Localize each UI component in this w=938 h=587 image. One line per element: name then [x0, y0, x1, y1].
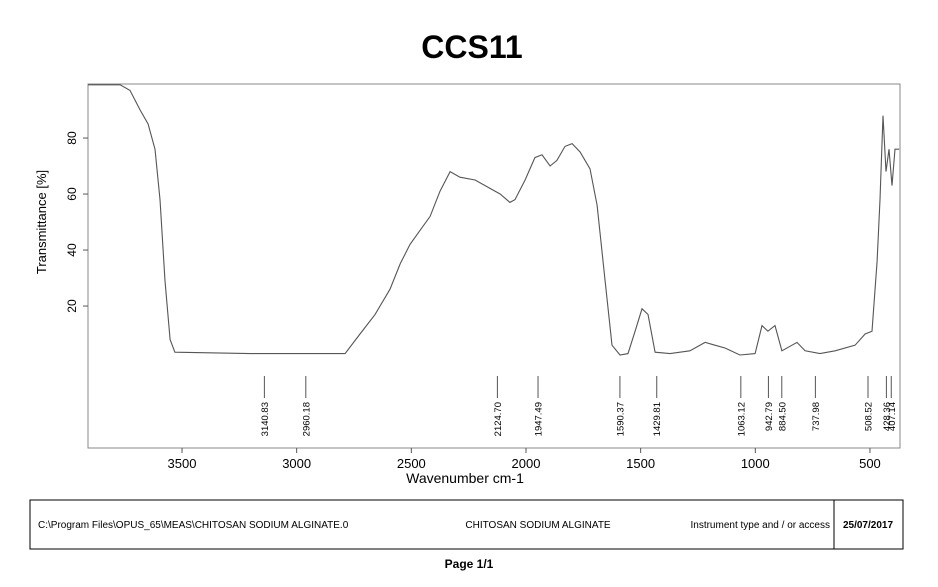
- chart-title: CCS11: [421, 29, 522, 65]
- footer-path: C:\Program Files\OPUS_65\MEAS\CHITOSAN S…: [38, 520, 349, 531]
- x-tick-label: 1500: [626, 456, 655, 471]
- y-tick-label: 60: [65, 187, 79, 201]
- y-tick-label: 80: [65, 131, 79, 145]
- peak-label: 2960.18: [301, 402, 312, 436]
- x-tick-label: 1000: [741, 456, 770, 471]
- spectrum-line: [88, 84, 900, 356]
- peak-label: 884.50: [777, 402, 788, 431]
- x-axis-label: Wavenumber cm-1: [406, 470, 524, 486]
- peak-label: 428.36: [882, 402, 893, 431]
- x-tick-label: 3000: [282, 456, 311, 471]
- plot-frame: [87, 83, 901, 449]
- peak-label: 508.52: [864, 402, 875, 431]
- x-tick-label: 500: [859, 456, 881, 471]
- y-axis-label: Transmittance [%]: [34, 170, 49, 274]
- x-tick-label: 3500: [168, 456, 197, 471]
- peak-label: 407.14: [887, 402, 898, 431]
- footer-date: 25/07/2017: [843, 520, 893, 531]
- footer-box: [29, 499, 904, 550]
- peak-label: 942.79: [764, 402, 775, 431]
- y-tick-label: 20: [65, 299, 79, 313]
- page-number: Page 1/1: [445, 557, 494, 571]
- peak-label: 1063.12: [736, 402, 747, 436]
- peak-label: 1429.81: [652, 402, 663, 436]
- peak-label: 3140.83: [260, 402, 271, 436]
- x-tick-label: 2000: [512, 456, 541, 471]
- footer-instrument: Instrument type and / or access: [690, 520, 830, 531]
- peak-label: 2124.70: [493, 402, 504, 436]
- peak-label: 1590.37: [615, 402, 626, 436]
- peak-label: 1947.49: [534, 402, 545, 436]
- x-tick-label: 2500: [397, 456, 426, 471]
- footer-sample: CHITOSAN SODIUM ALGINATE: [465, 520, 611, 531]
- peak-label: 737.98: [811, 402, 822, 431]
- y-tick-label: 40: [65, 243, 79, 257]
